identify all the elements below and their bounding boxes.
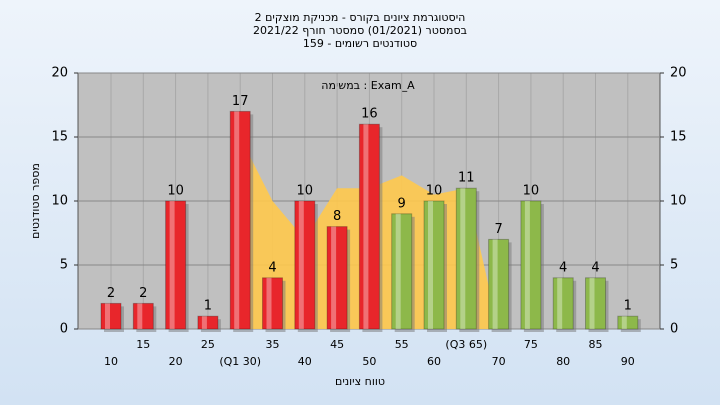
value-label: 16 (361, 107, 378, 122)
bar (197, 315, 219, 330)
y-tick-label: 20 (51, 66, 68, 81)
value-label: 10 (167, 184, 184, 199)
bar (229, 110, 251, 330)
value-label: 4 (559, 260, 567, 275)
x-tick-label: 60 (427, 355, 441, 368)
value-label: 10 (297, 184, 314, 199)
bar (358, 123, 380, 330)
bar (585, 277, 606, 330)
bar (391, 213, 413, 330)
x-tick-label: 80 (556, 355, 570, 368)
x-tick-label: 25 (201, 338, 215, 351)
x-tick-label: 55 (395, 338, 409, 351)
bar (132, 302, 154, 330)
title-line: בסמסטר (01/2021) סמסטר חורף 2021/22 (253, 24, 467, 37)
x-axis-label: טווח ציונים (335, 375, 385, 388)
value-label: 1 (624, 299, 632, 314)
y-axis-label: מספר סטודנטים (29, 163, 42, 239)
value-label: 4 (268, 260, 276, 275)
bar-highlight (266, 277, 272, 329)
x-tick-label: 20 (169, 355, 183, 368)
bar-highlight (492, 239, 498, 329)
bar (294, 200, 316, 330)
bar-highlight (363, 124, 369, 329)
bar (423, 200, 445, 330)
x-tick-label: 40 (298, 355, 312, 368)
bar (262, 277, 283, 330)
bar-highlight (589, 277, 595, 329)
bar-highlight (621, 316, 627, 329)
y-tick-label: 15 (51, 130, 68, 145)
value-label: 2 (107, 286, 115, 301)
y2-tick-label: 0 (670, 322, 678, 337)
bar-highlight (524, 201, 530, 329)
bar-highlight (557, 277, 563, 329)
value-label: 17 (232, 94, 249, 109)
bar (326, 226, 348, 330)
y2-tick-label: 15 (670, 130, 687, 145)
value-label: 9 (398, 196, 406, 211)
bar-highlight (105, 303, 110, 329)
annotation: במשימה : Exam_A (321, 79, 415, 92)
x-tick-label: 45 (330, 338, 344, 351)
value-label: 1 (204, 299, 212, 314)
bar-highlight (169, 201, 175, 329)
x-tick-label: 75 (524, 338, 538, 351)
value-label: 4 (591, 260, 599, 275)
y2-tick-label: 10 (670, 194, 687, 209)
y2-tick-label: 20 (670, 66, 687, 81)
bar-highlight (298, 201, 304, 329)
x-tick-label: 85 (589, 338, 603, 351)
x-tick-label: 90 (621, 355, 635, 368)
bar (617, 315, 639, 330)
bar (455, 187, 477, 330)
value-label: 10 (426, 184, 443, 199)
title-line: היסטוגרמת ציונים בקורס - מכניקת מוצקים 2 (255, 11, 466, 24)
bar (165, 200, 187, 330)
y-tick-label: 0 (60, 322, 68, 337)
bar-highlight (395, 213, 401, 329)
x-tick-label: (Q1 30) (219, 355, 261, 368)
value-label: 11 (458, 171, 475, 186)
y2-tick-label: 5 (670, 258, 678, 273)
bar (552, 277, 574, 330)
x-tick-label: 35 (266, 338, 280, 351)
value-label: 10 (523, 184, 540, 199)
y-tick-label: 5 (60, 258, 68, 273)
x-tick-label: 50 (362, 355, 376, 368)
bar (100, 302, 122, 330)
value-label: 2 (139, 286, 147, 301)
x-tick-label: 10 (104, 355, 118, 368)
value-label: 7 (494, 222, 502, 237)
x-tick-label: (Q3 65) (445, 338, 487, 351)
bar-highlight (234, 111, 240, 330)
bar-highlight (201, 316, 207, 329)
bar-highlight (137, 303, 143, 329)
bar-highlight (428, 201, 433, 329)
bar-highlight (331, 226, 337, 329)
x-tick-label: 70 (492, 355, 506, 368)
y-tick-label: 10 (51, 194, 68, 209)
title-line: סטודנטים רשומים - 159 (303, 37, 417, 50)
bar (520, 200, 542, 330)
value-label: 8 (333, 209, 341, 224)
bar-highlight (460, 188, 466, 329)
x-tick-label: 15 (136, 338, 150, 351)
bar (488, 238, 510, 330)
